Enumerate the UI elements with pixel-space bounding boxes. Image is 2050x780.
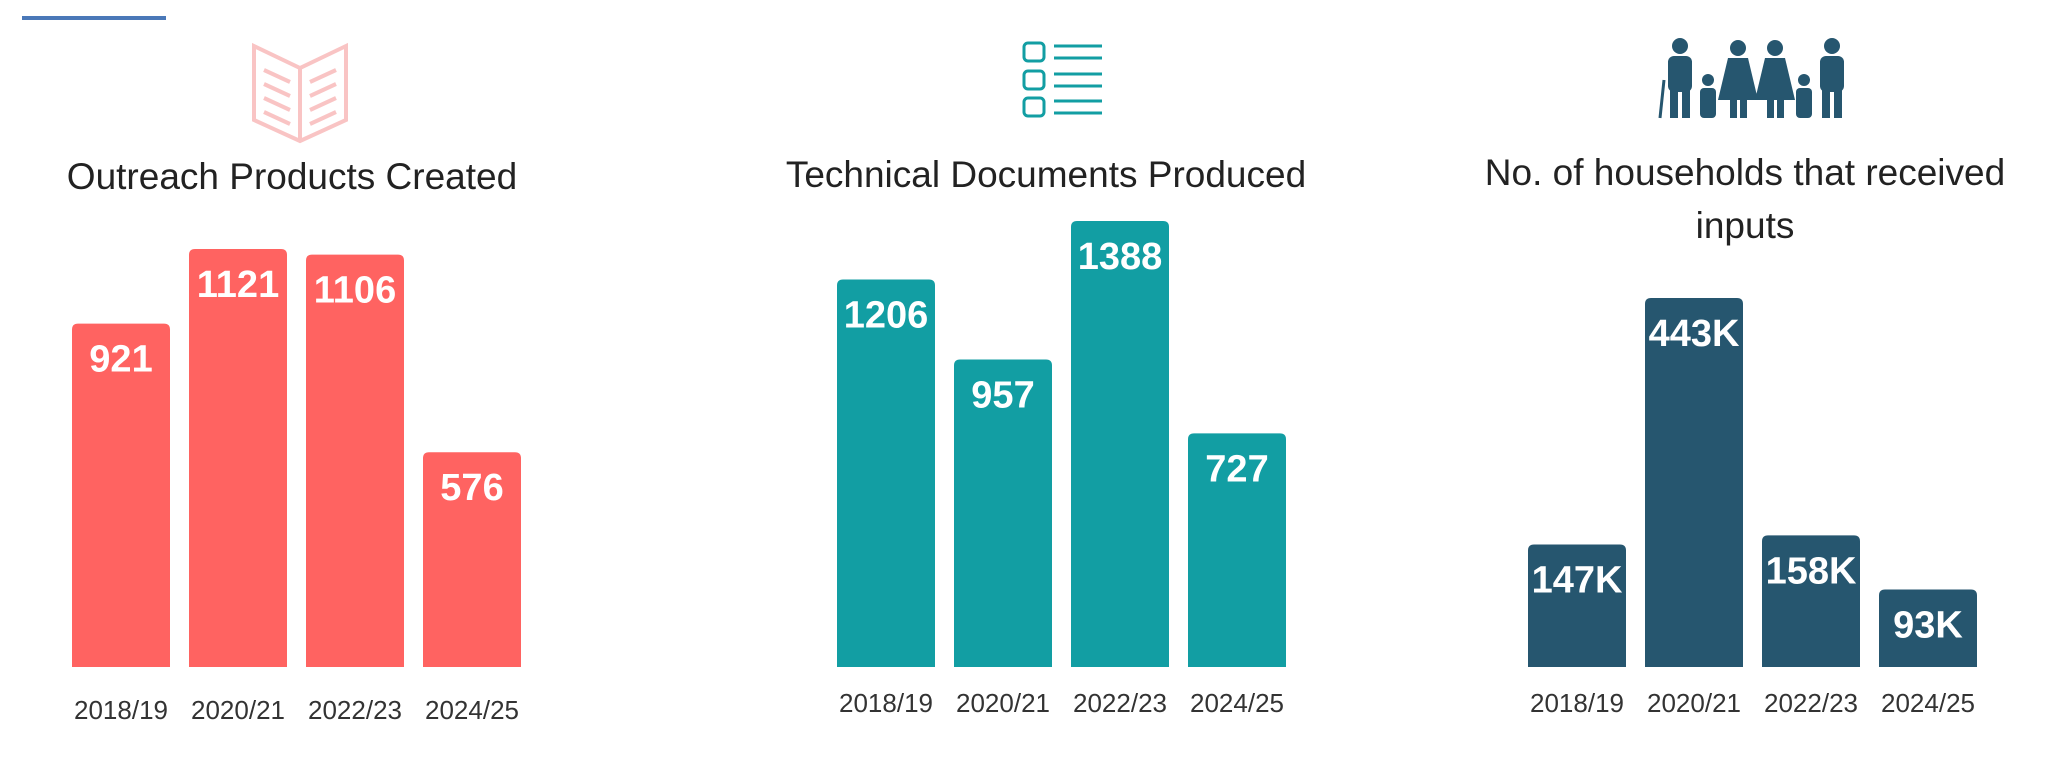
book-icon: [252, 42, 348, 144]
x-tick-label: 2022/23: [1073, 688, 1167, 718]
x-tick-label: 2024/25: [425, 695, 519, 725]
value-label: 576: [440, 467, 503, 509]
x-tick-label: 2020/21: [1647, 688, 1741, 718]
x-tick-label: 2020/21: [191, 695, 285, 725]
x-tick-label: 2018/19: [839, 688, 933, 718]
bar: [423, 452, 521, 667]
value-label: 1388: [1078, 236, 1163, 278]
value-label: 727: [1205, 448, 1268, 490]
bar: [1879, 589, 1977, 667]
x-tick-label: 2020/21: [956, 688, 1050, 718]
bar: [1762, 535, 1860, 667]
value-label: 147K: [1532, 560, 1623, 602]
x-tick-label: 2022/23: [308, 695, 402, 725]
bar: [72, 323, 170, 667]
value-label: 957: [971, 374, 1034, 416]
value-label: 1121: [197, 264, 279, 306]
x-tick-label: 2022/23: [1764, 688, 1858, 718]
bar: [1645, 298, 1743, 667]
x-tick-label: 2018/19: [74, 695, 168, 725]
family-icon: [1658, 38, 1844, 119]
value-label: 1106: [314, 270, 396, 312]
x-tick-label: 2018/19: [1530, 688, 1624, 718]
value-label: 93K: [1893, 605, 1963, 647]
chart-title: Outreach Products Created: [66, 156, 518, 197]
bar: [306, 254, 404, 668]
bar: [954, 359, 1052, 667]
chart-title: Technical Documents Produced: [785, 154, 1307, 195]
value-label: 158K: [1766, 550, 1857, 592]
x-tick-label: 2024/25: [1190, 688, 1284, 718]
list-icon: [1022, 41, 1102, 118]
bar: [837, 279, 935, 667]
bar: [1188, 433, 1286, 667]
value-label: 1206: [844, 294, 929, 336]
value-label: 443K: [1649, 313, 1740, 355]
bar: [189, 249, 287, 667]
bar: [1071, 221, 1169, 667]
x-tick-label: 2024/25: [1881, 688, 1975, 718]
value-label: 921: [89, 339, 152, 381]
chart-title: No. of households that received inputs: [1484, 152, 2006, 246]
bar: [1528, 544, 1626, 667]
